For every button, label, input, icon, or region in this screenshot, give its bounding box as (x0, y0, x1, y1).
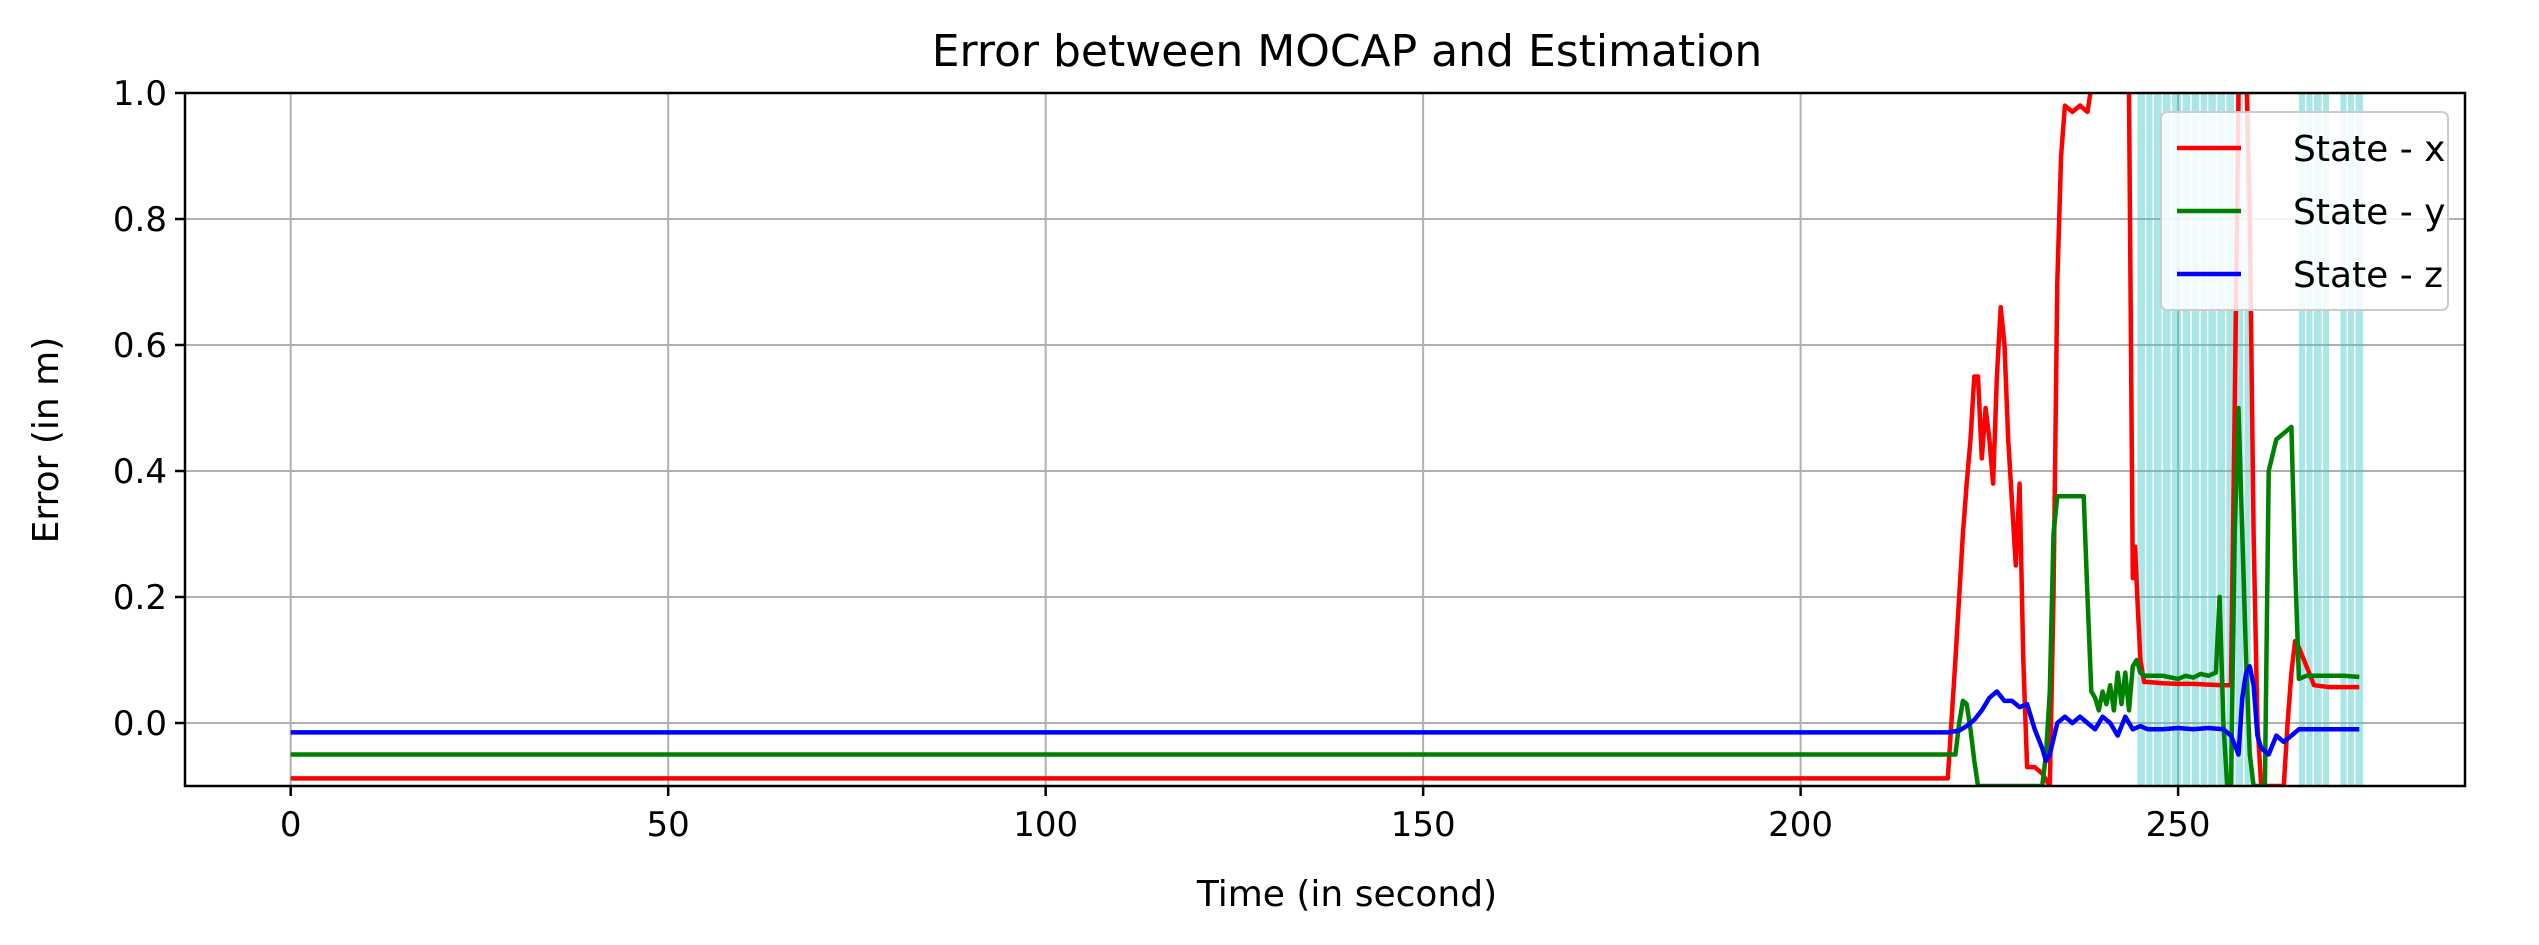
highlight-band (2191, 93, 2200, 786)
x-tick-label: 250 (2146, 805, 2211, 845)
y-tick-label: 0.2 (113, 578, 167, 618)
highlight-band (2340, 93, 2347, 786)
series-line-2 (290, 405, 2360, 786)
legend: State - x State - y State - z (2160, 111, 2449, 311)
y-tick-label: 0.8 (113, 200, 167, 240)
highlight-band (2217, 93, 2225, 786)
x-axis-label: Time (in second) (1196, 874, 1497, 915)
highlight-band (2146, 93, 2153, 786)
highlight-band (2208, 93, 2216, 786)
y-tick-label: 0.4 (113, 452, 167, 492)
y-tick-label: 0.6 (113, 326, 167, 366)
series-line-3 (290, 664, 2360, 764)
series-lines (290, 93, 2360, 786)
highlight-band (2306, 93, 2313, 786)
highlight-band (2163, 93, 2171, 786)
legend-label: State - y (2293, 192, 2445, 233)
highlight-band (2314, 93, 2322, 786)
highlight-band (2244, 93, 2251, 786)
highlight-band (2182, 93, 2191, 786)
highlight-band (2137, 93, 2145, 786)
highlight-band (2355, 93, 2364, 786)
legend-box (2160, 111, 2449, 311)
y-tick-label: 0.0 (113, 704, 167, 744)
highlight-band (2172, 93, 2182, 786)
highlight-band (2347, 93, 2355, 786)
highlight-band (2153, 93, 2162, 786)
x-tick-label: 100 (1013, 805, 1078, 845)
chart-title: Error between MOCAP and Estimation (932, 26, 1763, 77)
plot-frame (183, 91, 2467, 788)
y-axis-label: Error (in m) (26, 337, 67, 544)
highlight-band (2298, 93, 2305, 786)
y-tick-label: 1.0 (113, 74, 167, 114)
highlight-band (2323, 93, 2330, 786)
x-tick-label: 0 (280, 805, 302, 845)
x-tick-label: 150 (1391, 805, 1456, 845)
axis-ticks: 0 50 100 150 200 250 0.0 0.2 0.4 0.6 0.8 1.0 (113, 74, 2211, 845)
x-tick-label: 50 (647, 805, 690, 845)
highlight-bands (2137, 93, 2364, 786)
series-line-1 (290, 93, 2360, 786)
legend-label: State - z (2293, 255, 2443, 296)
highlight-band (2226, 93, 2234, 786)
x-tick-label: 200 (1768, 805, 1833, 845)
highlight-band (2200, 93, 2207, 786)
legend-label: State - x (2293, 129, 2445, 170)
